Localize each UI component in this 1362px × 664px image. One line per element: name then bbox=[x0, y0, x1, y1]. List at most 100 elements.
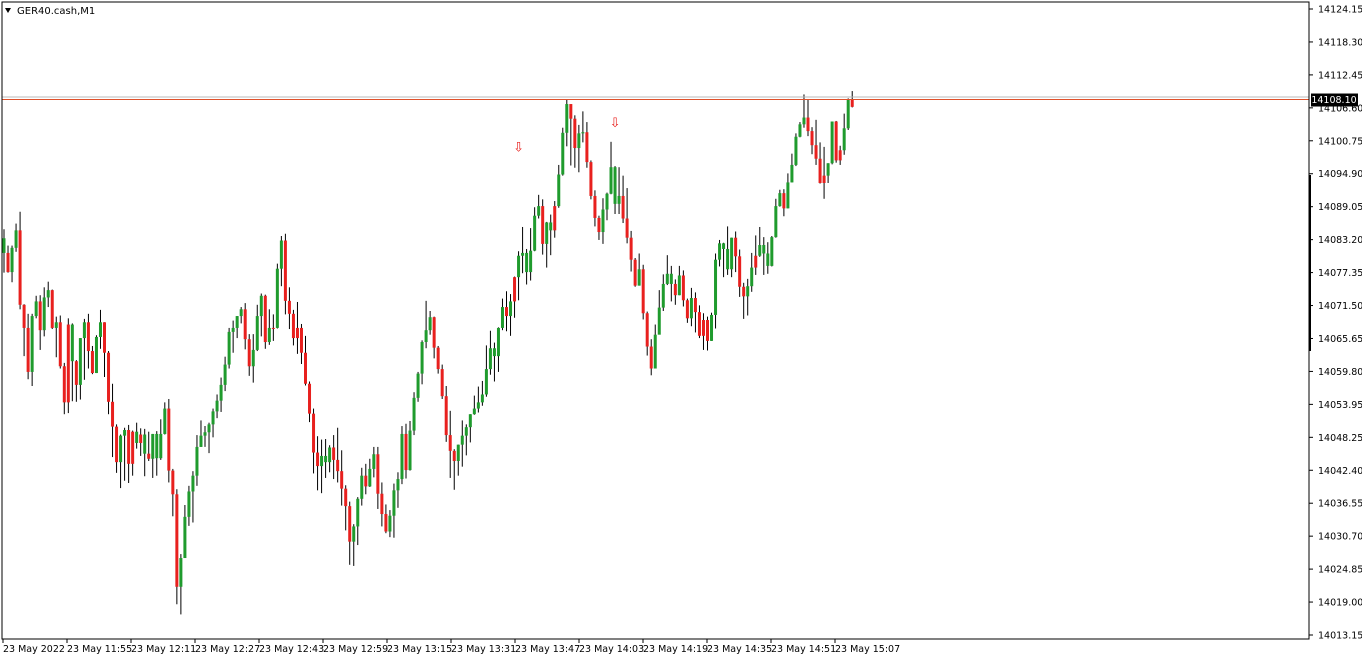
candle bbox=[82, 318, 86, 380]
candle-body bbox=[243, 309, 247, 340]
y-tick-label: 14124.15 bbox=[1318, 5, 1362, 16]
candle-body bbox=[448, 435, 452, 451]
symbol-menu-triangle-icon[interactable] bbox=[5, 8, 11, 13]
candle bbox=[681, 270, 685, 307]
candle-body bbox=[653, 334, 657, 369]
candle bbox=[818, 142, 822, 184]
candle-body bbox=[30, 316, 34, 372]
y-tick-label: 14019.00 bbox=[1318, 598, 1362, 609]
candle bbox=[846, 98, 850, 130]
candle bbox=[476, 386, 480, 413]
candle bbox=[94, 335, 98, 374]
candle-body bbox=[115, 426, 119, 463]
candle bbox=[549, 214, 553, 256]
candle-body bbox=[681, 275, 685, 301]
candle-body bbox=[484, 369, 488, 395]
candle-body bbox=[42, 297, 46, 331]
candle-body bbox=[10, 247, 14, 273]
down-arrow-signal-icon: ⇩ bbox=[513, 140, 524, 155]
candle bbox=[155, 431, 159, 476]
candle-body bbox=[557, 174, 561, 207]
candle-body bbox=[14, 230, 18, 248]
candle bbox=[271, 314, 275, 341]
candle bbox=[291, 309, 295, 346]
candle-body bbox=[191, 475, 195, 492]
x-tick-label: 23 May 14:19 bbox=[643, 644, 708, 655]
y-tick-label: 14024.85 bbox=[1318, 565, 1362, 576]
candle-body bbox=[496, 327, 500, 357]
x-tick-label: 23 May 13:31 bbox=[451, 644, 516, 655]
candle bbox=[299, 323, 303, 365]
candle bbox=[537, 194, 541, 219]
candle-body bbox=[790, 164, 794, 183]
candle bbox=[444, 386, 448, 442]
candle-body bbox=[746, 286, 750, 297]
candle-body bbox=[541, 206, 545, 244]
candle-body bbox=[420, 342, 424, 374]
candle-body bbox=[380, 493, 384, 515]
candle-body bbox=[665, 273, 669, 284]
candle bbox=[448, 410, 452, 478]
candle-body bbox=[754, 255, 758, 268]
candle bbox=[163, 402, 167, 435]
candle-body bbox=[127, 429, 131, 464]
candle-body bbox=[685, 300, 689, 319]
candle bbox=[123, 427, 127, 481]
candle-body bbox=[850, 99, 854, 107]
candle-body bbox=[762, 245, 766, 254]
candle-body bbox=[38, 301, 42, 331]
candle-body bbox=[537, 206, 541, 216]
candle-body bbox=[223, 364, 227, 385]
candle-body bbox=[697, 312, 701, 336]
candle-body bbox=[432, 317, 436, 348]
candle-body bbox=[677, 275, 681, 296]
candle-body bbox=[786, 182, 790, 209]
candle bbox=[762, 237, 766, 275]
candle-body bbox=[742, 286, 746, 297]
candle-body bbox=[525, 252, 529, 273]
candle bbox=[609, 141, 613, 195]
candle bbox=[436, 345, 440, 374]
candle-body bbox=[119, 435, 123, 463]
candle bbox=[119, 434, 123, 489]
candle-body bbox=[581, 132, 585, 134]
candle bbox=[400, 426, 404, 485]
candle bbox=[179, 554, 183, 615]
candle bbox=[726, 226, 730, 275]
candle bbox=[412, 392, 416, 436]
candle bbox=[428, 311, 432, 335]
y-tick-label: 14077.35 bbox=[1318, 268, 1362, 279]
candle bbox=[521, 226, 525, 274]
candle bbox=[6, 245, 10, 273]
candle-body bbox=[641, 269, 645, 314]
candle bbox=[223, 356, 227, 392]
candle-body bbox=[352, 526, 356, 542]
candle bbox=[416, 371, 420, 402]
candle bbox=[115, 424, 119, 473]
candle bbox=[665, 255, 669, 286]
candle bbox=[388, 510, 392, 538]
candle-body bbox=[810, 131, 814, 146]
candle-body bbox=[215, 400, 219, 412]
candle bbox=[251, 334, 255, 383]
candle bbox=[593, 190, 597, 227]
candle-body bbox=[794, 136, 798, 165]
candle-body bbox=[460, 435, 464, 445]
candle bbox=[657, 290, 661, 335]
candle bbox=[287, 287, 291, 330]
candle-body bbox=[167, 408, 171, 471]
candle bbox=[70, 323, 74, 402]
candle-body bbox=[718, 243, 722, 260]
candle-body bbox=[408, 430, 412, 471]
candle-body bbox=[464, 427, 468, 436]
candle-body bbox=[669, 273, 673, 284]
y-tick-label: 14071.50 bbox=[1318, 301, 1362, 312]
candle-body bbox=[782, 193, 786, 209]
candle-body bbox=[452, 450, 456, 462]
candle bbox=[195, 435, 199, 486]
candle-body bbox=[279, 240, 283, 269]
candle bbox=[267, 309, 271, 345]
candle-body bbox=[561, 132, 565, 175]
